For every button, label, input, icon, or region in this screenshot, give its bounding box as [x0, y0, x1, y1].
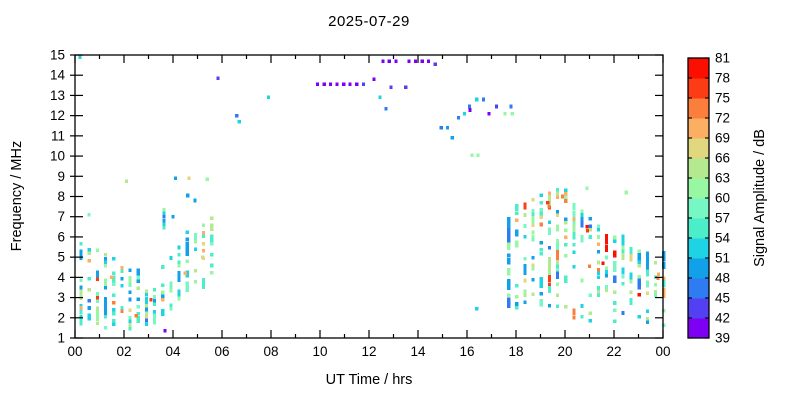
- svg-text:08: 08: [263, 344, 278, 359]
- x-axis-label: UT Time / hrs: [325, 372, 413, 388]
- svg-text:00: 00: [67, 344, 82, 359]
- svg-text:12: 12: [50, 108, 65, 123]
- svg-text:48: 48: [715, 271, 730, 286]
- svg-text:02: 02: [116, 344, 131, 359]
- svg-text:3: 3: [57, 290, 65, 305]
- svg-text:13: 13: [50, 88, 65, 103]
- y-axis-label: Frequency / MHz: [9, 140, 25, 252]
- svg-text:14: 14: [410, 344, 426, 359]
- svg-text:57: 57: [715, 211, 730, 226]
- svg-text:81: 81: [715, 51, 730, 66]
- svg-text:04: 04: [165, 344, 181, 359]
- svg-text:06: 06: [214, 344, 229, 359]
- colorbar: 39 42 45 48 51 54 57 60 63 66 69 72 75 78 81: [687, 51, 731, 346]
- svg-text:5: 5: [57, 250, 65, 265]
- svg-text:66: 66: [715, 151, 730, 166]
- svg-text:20: 20: [557, 344, 572, 359]
- svg-text:78: 78: [715, 71, 730, 86]
- svg-text:60: 60: [715, 191, 730, 206]
- svg-text:18: 18: [508, 344, 523, 359]
- svg-text:1: 1: [57, 331, 65, 346]
- axis-ticks: [70, 54, 664, 339]
- svg-text:11: 11: [51, 128, 65, 143]
- svg-text:42: 42: [715, 311, 730, 326]
- scatter-points: [78, 55, 666, 333]
- svg-text:8: 8: [57, 189, 65, 204]
- colorbar-label: Signal Amplitude / dB: [752, 129, 768, 267]
- svg-text:2: 2: [57, 310, 65, 325]
- svg-text:9: 9: [57, 169, 65, 184]
- svg-text:4: 4: [57, 270, 65, 285]
- svg-text:54: 54: [715, 231, 731, 246]
- svg-text:7: 7: [57, 209, 65, 224]
- svg-text:51: 51: [715, 251, 730, 266]
- svg-text:45: 45: [715, 291, 730, 306]
- svg-text:14: 14: [50, 68, 66, 83]
- tick-labels: 00 02 04 06 08 10 12 14 16 18 20 22 0012345678910111…: [50, 48, 671, 360]
- svg-text:12: 12: [361, 344, 376, 359]
- svg-text:75: 75: [715, 91, 730, 106]
- svg-text:00: 00: [655, 344, 670, 359]
- svg-text:22: 22: [606, 344, 621, 359]
- svg-text:15: 15: [50, 48, 65, 63]
- svg-text:69: 69: [715, 131, 730, 146]
- svg-text:16: 16: [459, 344, 474, 359]
- svg-text:63: 63: [715, 171, 730, 186]
- chart-title: 2025-07-29: [328, 13, 410, 30]
- svg-text:10: 10: [312, 344, 327, 359]
- svg-text:72: 72: [715, 111, 730, 126]
- svg-text:10: 10: [50, 149, 65, 164]
- svg-text:6: 6: [57, 229, 65, 244]
- svg-text:39: 39: [715, 331, 730, 346]
